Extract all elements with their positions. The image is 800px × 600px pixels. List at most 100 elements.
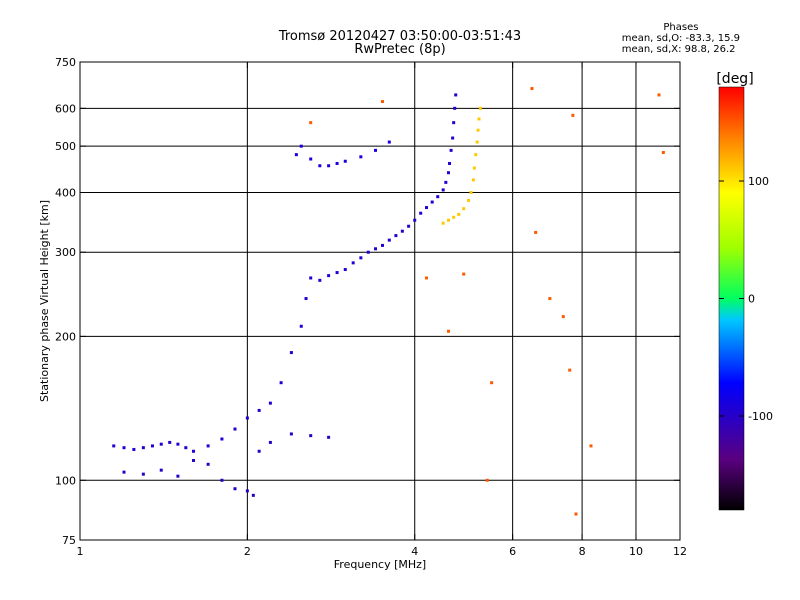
data-point <box>436 195 440 199</box>
x-tick-label: 2 <box>244 545 251 558</box>
data-point <box>574 512 578 516</box>
data-point <box>568 368 572 372</box>
data-point <box>446 171 450 175</box>
x-tick-labels: 1 2 4 6 8 10 12 <box>77 545 688 558</box>
grid-lines <box>80 62 680 540</box>
x-tick-label: 4 <box>411 545 418 558</box>
data-point <box>294 153 298 157</box>
axis-ticks <box>79 61 681 541</box>
chart-subtitle: RwPretec (8p) <box>354 42 446 57</box>
data-point <box>475 140 479 144</box>
data-point <box>457 212 461 216</box>
x-tick-label: 12 <box>673 545 687 558</box>
data-point <box>251 493 255 497</box>
data-point <box>122 446 126 450</box>
data-point <box>220 478 224 482</box>
y-tick-labels: 75 100 200 300 400 500 600 750 <box>55 56 76 547</box>
data-point <box>206 444 210 448</box>
data-point <box>318 164 322 168</box>
data-point <box>141 472 145 476</box>
data-point <box>430 200 434 204</box>
data-point <box>474 153 478 157</box>
data-point <box>452 215 456 219</box>
data-point <box>425 276 429 280</box>
data-point <box>159 442 163 446</box>
data-point <box>245 416 249 420</box>
data-point <box>309 434 313 438</box>
y-axis-label: Stationary phase Virtual Height [km] <box>38 200 51 402</box>
y-tick-label: 200 <box>55 330 76 343</box>
data-point <box>257 449 261 453</box>
phases-legend-heading: Phases <box>663 22 699 33</box>
data-point <box>444 180 448 184</box>
colorbar-tick-label: 0 <box>748 293 755 306</box>
data-point <box>413 218 417 222</box>
data-point <box>141 446 145 450</box>
data-point <box>441 188 445 192</box>
data-point <box>159 468 163 472</box>
y-tick-label: 500 <box>55 140 76 153</box>
phases-legend-o: mean, sd,O: -83.3, 15.9 <box>621 33 740 44</box>
data-point <box>366 250 370 254</box>
data-point <box>343 159 347 163</box>
data-point <box>469 190 473 194</box>
data-point <box>279 381 283 385</box>
data-point <box>373 247 377 251</box>
data-point <box>176 442 180 446</box>
data-point <box>441 221 445 225</box>
colorbar-label: [deg] <box>716 71 753 87</box>
data-point <box>400 229 404 233</box>
data-point <box>472 166 476 170</box>
data-point <box>132 447 136 451</box>
data-point <box>335 271 339 275</box>
y-tick-label: 75 <box>62 534 76 547</box>
data-point <box>561 315 565 319</box>
data-point <box>309 157 313 161</box>
data-point <box>245 489 249 493</box>
data-point <box>387 140 391 144</box>
data-point <box>309 276 313 280</box>
data-point <box>299 144 303 148</box>
data-point <box>289 432 293 436</box>
data-point <box>359 155 363 159</box>
data-point <box>448 161 452 165</box>
data-point <box>485 478 489 482</box>
y-tick-label: 750 <box>55 56 76 69</box>
data-point <box>233 487 237 491</box>
data-point <box>299 324 303 328</box>
data-point <box>373 148 377 152</box>
data-point <box>657 93 661 97</box>
data-point <box>462 272 466 276</box>
data-point <box>191 449 195 453</box>
data-point <box>191 458 195 462</box>
data-point <box>268 440 272 444</box>
data-point <box>327 274 331 278</box>
data-point <box>452 121 456 125</box>
data-point <box>257 408 261 412</box>
phases-legend: Phases mean, sd,O: -83.3, 15.9 mean, sd,… <box>622 22 740 55</box>
data-point <box>451 136 455 140</box>
colorbar-tick-label: -100 <box>748 410 773 423</box>
data-point <box>446 329 450 333</box>
x-tick-label: 10 <box>629 545 643 558</box>
data-point <box>387 238 391 242</box>
data-point <box>419 211 423 215</box>
data-point <box>548 297 552 301</box>
data-point <box>122 470 126 474</box>
data-point <box>380 243 384 247</box>
data-point <box>309 121 313 125</box>
x-axis-label: Frequency [MHz] <box>334 558 426 571</box>
y-tick-label: 600 <box>55 102 76 115</box>
data-point <box>268 401 272 405</box>
chart-title: Tromsø 20120427 03:50:00-03:51:43 <box>278 29 522 44</box>
data-point <box>318 278 322 282</box>
plot-frame <box>79 61 681 541</box>
data-point <box>476 128 480 132</box>
x-tick-label: 1 <box>77 545 84 558</box>
data-point <box>661 150 665 154</box>
data-point <box>220 437 224 441</box>
data-point <box>462 207 466 211</box>
data-points <box>112 87 665 516</box>
data-point <box>304 297 308 301</box>
